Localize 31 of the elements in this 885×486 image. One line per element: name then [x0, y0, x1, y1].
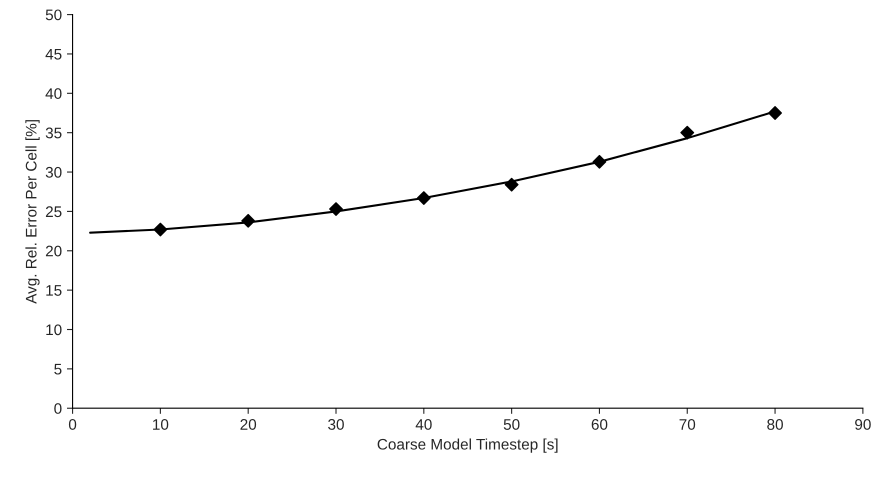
x-tick-label: 80	[767, 419, 783, 430]
point	[768, 106, 782, 120]
x-tick-label: 0	[68, 419, 76, 430]
point	[416, 191, 431, 205]
x-tick-label: 90	[855, 419, 871, 430]
x-tick-label: 30	[328, 419, 344, 430]
y-tick-label: 40	[46, 88, 62, 99]
point	[592, 154, 606, 169]
x-tick-label: 60	[592, 419, 608, 430]
y-tick-label: 15	[46, 285, 62, 296]
y-tick-label: 50	[46, 9, 62, 20]
y-tick-label: 35	[46, 128, 62, 138]
y-tick-label: 10	[46, 324, 62, 336]
point	[241, 214, 256, 228]
x-axis-title: Coarse Model Timestep [s]	[378, 438, 558, 453]
y-axis-title: Avg. Rel. Error Per Cell [%]	[25, 120, 40, 304]
point	[504, 178, 519, 192]
y-tick-label: 25	[46, 206, 62, 218]
y-tick-label: 5	[54, 364, 62, 375]
x-tick-label: 50	[504, 419, 520, 430]
x-tick-label: 70	[680, 419, 696, 430]
y-tick-label: 20	[46, 246, 62, 256]
y-tick-label: 0	[54, 403, 62, 414]
x-tick-label: 20	[240, 419, 256, 430]
y-tick-label: 30	[46, 166, 62, 178]
x-tick-label: 40	[416, 419, 432, 430]
x-tick-label: 10	[153, 419, 168, 430]
y-tick-label: 45	[46, 48, 62, 60]
point	[153, 222, 168, 236]
point	[680, 126, 694, 140]
point	[329, 202, 343, 216]
